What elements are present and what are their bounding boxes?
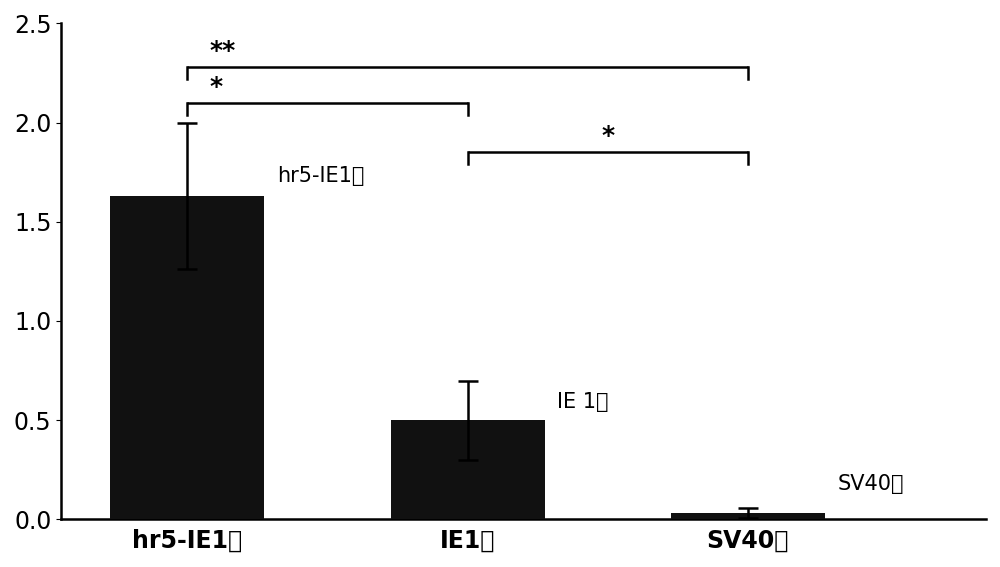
Bar: [391, 420, 545, 519]
Text: hr5-IE1组: hr5-IE1组: [277, 166, 364, 186]
Text: IE 1组: IE 1组: [557, 392, 609, 412]
Bar: [671, 514, 825, 519]
Text: SV40组: SV40组: [838, 473, 904, 494]
Text: **: **: [210, 39, 236, 63]
Text: *: *: [210, 75, 223, 99]
Text: *: *: [601, 124, 614, 149]
Bar: [110, 196, 264, 519]
